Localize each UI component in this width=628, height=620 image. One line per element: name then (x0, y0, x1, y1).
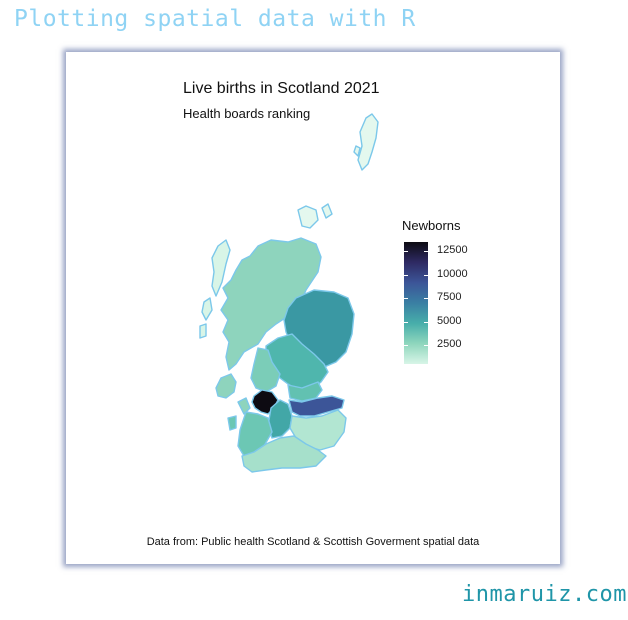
legend-tick-label: 2500 (437, 338, 462, 351)
site-footer: inmaruiz.com (462, 582, 627, 607)
legend-tick-mark (404, 298, 408, 300)
page-header: Plotting spatial data with R (14, 6, 416, 32)
legend-tick-mark (404, 321, 408, 323)
legend-tick-mark (404, 251, 408, 253)
plot-subtitle: Health boards ranking (183, 106, 311, 121)
legend-tick-mark (424, 298, 428, 300)
plot-card: Live births in Scotland 2021 Health boar… (66, 52, 560, 564)
plot-caption: Data from: Public health Scotland & Scot… (146, 536, 480, 548)
legend-title: Newborns (402, 218, 461, 233)
region-western-isles (199, 239, 231, 339)
legend: Newborns 2500 5000 7500 10000 12500 (402, 218, 512, 368)
legend-tick-mark (424, 274, 428, 276)
legend-tick-label: 5000 (437, 314, 462, 327)
legend-tick-label: 7500 (437, 291, 462, 304)
region-fife (287, 381, 323, 402)
region-dumfries-and-galloway (241, 435, 327, 473)
legend-colorbar (404, 242, 428, 364)
legend-tick-mark (424, 251, 428, 253)
legend-tick-mark (404, 274, 408, 276)
scotland-map (199, 113, 379, 473)
plot-title: Live births in Scotland 2021 (183, 80, 380, 97)
legend-tick-label: 12500 (437, 244, 468, 257)
region-highland (215, 237, 322, 415)
legend-tick-label: 10000 (437, 267, 468, 280)
legend-tick-mark (424, 345, 428, 347)
region-orkney (297, 203, 333, 229)
legend-tick-mark (424, 321, 428, 323)
legend-tick-mark (404, 345, 408, 347)
region-shetland (353, 113, 379, 171)
region-forth-valley (250, 347, 281, 393)
region-lothian (288, 395, 345, 417)
